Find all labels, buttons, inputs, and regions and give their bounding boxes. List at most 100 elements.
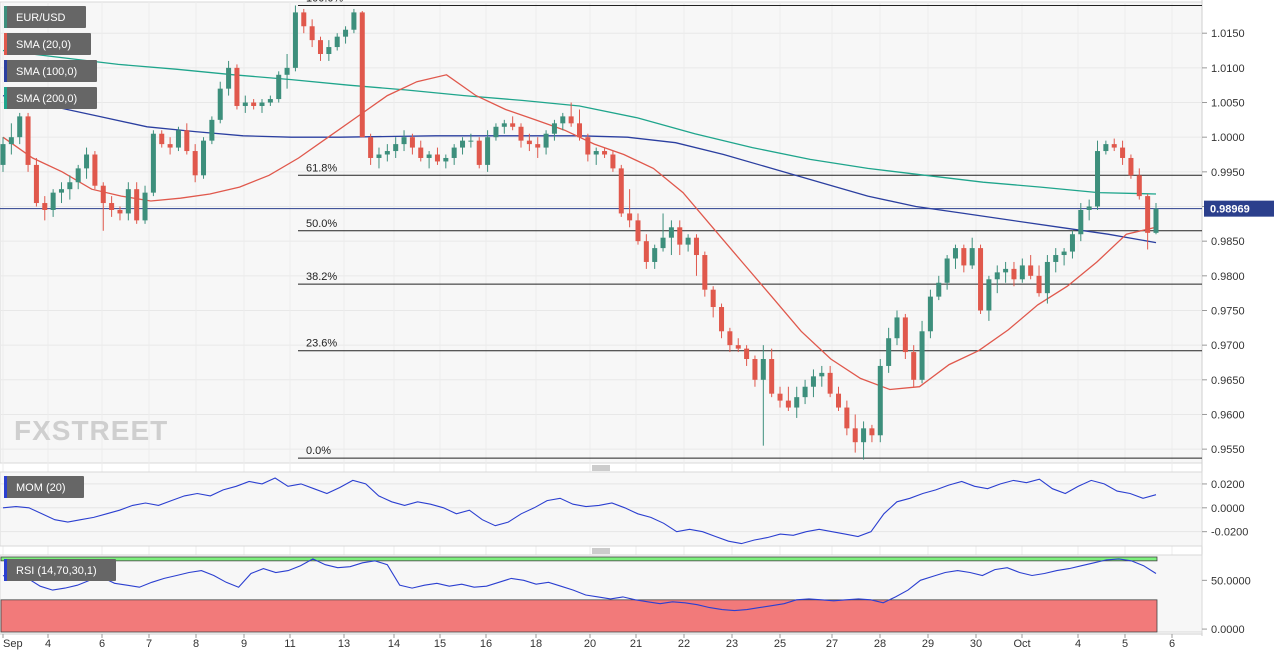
- fibonacci-label: 61.8%: [306, 162, 337, 174]
- candle-body: [259, 102, 265, 106]
- candle-body: [485, 137, 491, 165]
- rsi-line: [2, 558, 1157, 612]
- time-tick-label: 4: [1075, 638, 1081, 650]
- candle-body: [1078, 209, 1084, 235]
- candle-body: [343, 29, 349, 37]
- candle-body: [1086, 206, 1092, 210]
- candle-body: [25, 116, 31, 165]
- candle-body: [618, 168, 624, 214]
- rsi-panel: 50.0000 0.0000: [0, 554, 1251, 636]
- candle-body: [927, 296, 933, 332]
- indicator-legend-label: MOM (20): [16, 482, 66, 494]
- candle-body: [827, 372, 833, 394]
- candle-body: [510, 123, 516, 127]
- candle-body: [175, 130, 181, 148]
- candle-body: [75, 168, 81, 183]
- momentum-tick-label: 0.0000: [1211, 503, 1245, 515]
- price-tick-label: 1.0050: [1211, 98, 1245, 110]
- candle-body: [376, 154, 382, 158]
- candle-body: [568, 116, 574, 124]
- candle-body: [886, 338, 892, 366]
- candle-body: [961, 248, 967, 266]
- candle-body: [952, 248, 958, 259]
- candle-body: [877, 365, 883, 436]
- candle-body: [100, 185, 106, 204]
- candle-body: [660, 237, 666, 249]
- momentum-line: [2, 477, 1157, 545]
- candle-body: [443, 157, 449, 162]
- candle-body: [359, 12, 365, 138]
- candle-body: [844, 407, 850, 429]
- legend-label: SMA (200,0): [16, 93, 77, 105]
- time-tick-label: 22: [678, 638, 690, 650]
- fibonacci-label: 0.0%: [306, 445, 331, 457]
- candle-body: [518, 126, 524, 141]
- legend-badge: [4, 60, 97, 82]
- candle-body: [911, 352, 917, 380]
- candle-body: [593, 151, 599, 155]
- candle-body: [1053, 255, 1059, 262]
- candle-body: [560, 116, 566, 124]
- candle-body: [226, 67, 232, 89]
- last-price-label: 0.98969: [1210, 204, 1250, 216]
- time-tick-label: Sep: [3, 638, 23, 650]
- rsi-tick-label: 50.0000: [1211, 575, 1251, 587]
- time-tick-label: Oct: [1013, 638, 1030, 650]
- candle-body: [1103, 144, 1109, 152]
- price-tick-label: 1.0150: [1211, 28, 1245, 40]
- time-tick-label: 27: [826, 638, 838, 650]
- candle-body: [744, 348, 750, 360]
- candle-body: [384, 151, 390, 155]
- fibonacci-label: 23.6%: [306, 338, 337, 350]
- candle-body: [902, 317, 908, 353]
- price-tick-label: 0.9600: [1211, 409, 1245, 421]
- candle-body: [209, 119, 215, 141]
- candle-body: [159, 133, 165, 145]
- legend-color-swatch: [4, 87, 7, 109]
- candle-body: [1061, 251, 1067, 256]
- candle-body: [242, 102, 248, 106]
- candle-body: [92, 154, 98, 186]
- indicator-legend-badge: [4, 559, 116, 581]
- legend-badge: [4, 87, 97, 109]
- candle-body: [1003, 268, 1009, 273]
- time-tick-label: 21: [630, 638, 642, 650]
- time-tick-label: 30: [970, 638, 982, 650]
- candle-body: [1036, 275, 1042, 294]
- candle-body: [719, 307, 725, 332]
- legend-color-swatch: [4, 6, 7, 28]
- candle-body: [919, 331, 925, 380]
- candle-body: [201, 140, 207, 176]
- candle-body: [1011, 268, 1017, 280]
- candle-body: [1128, 157, 1134, 176]
- candle-body: [869, 428, 875, 436]
- indicator-legend-swatch: [4, 559, 7, 581]
- candle-body: [184, 130, 190, 152]
- time-tick-label: 6: [1169, 638, 1175, 650]
- candle-body: [460, 140, 466, 148]
- momentum-panel: 0.0200 0.0000 -0.0200: [0, 471, 1248, 547]
- time-tick-label: 25: [774, 638, 786, 650]
- candle-body: [426, 154, 432, 158]
- candle-body: [986, 279, 992, 311]
- candle-body: [0, 144, 6, 165]
- candle-body: [526, 140, 532, 145]
- momentum-tick-label: -0.0200: [1211, 527, 1248, 539]
- candle-body: [978, 248, 984, 311]
- candle-body: [794, 397, 800, 408]
- rsi-oversold-zone: [0, 599, 1158, 633]
- candle-body: [668, 227, 674, 238]
- sma200-line: [2, 49, 1157, 195]
- time-tick-label: 5: [1122, 638, 1128, 650]
- last-price-badge: [1204, 200, 1274, 217]
- candle-body: [602, 151, 608, 155]
- rsi-overbought-zone: [0, 556, 1158, 562]
- candle-body: [1153, 208, 1159, 233]
- candle-body: [894, 317, 900, 339]
- x-axis: Sep 4 6 7 8 9 11 13 14 15 16 18 20 21 22 23 25 27 28 29 30 Oc…: [0, 633, 1202, 650]
- candle-body: [693, 237, 699, 256]
- candle-body: [969, 248, 975, 266]
- candle-body: [67, 182, 73, 190]
- candle-body: [284, 67, 290, 75]
- indicator-legend-swatch: [4, 476, 7, 498]
